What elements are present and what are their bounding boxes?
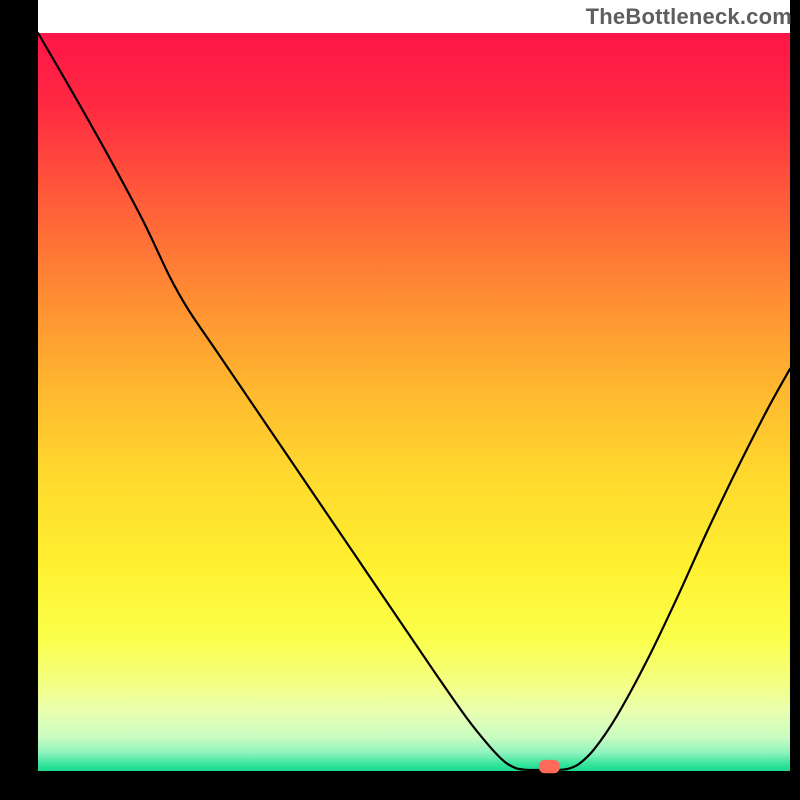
- axis-frame: [0, 771, 800, 800]
- axis-frame: [790, 0, 800, 800]
- axis-frame: [0, 0, 38, 800]
- plot-background: [38, 33, 790, 771]
- watermark-text: TheBottleneck.com: [586, 4, 792, 30]
- optimum-marker: [539, 760, 560, 773]
- chart-svg: [0, 0, 800, 800]
- bottleneck-chart: TheBottleneck.com: [0, 0, 800, 800]
